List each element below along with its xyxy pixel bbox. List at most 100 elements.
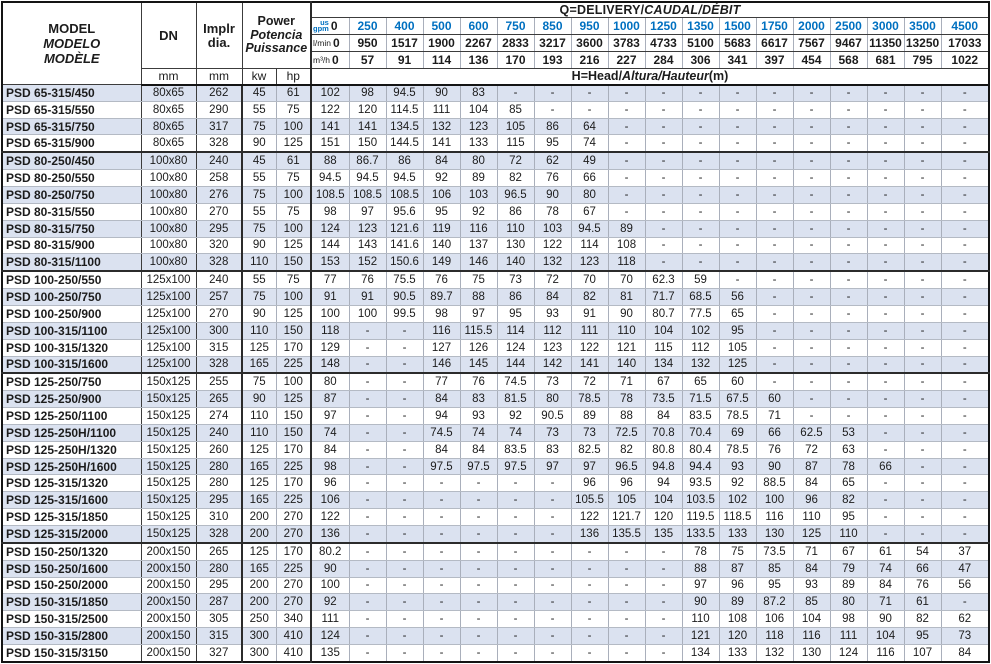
head-value-cell: 130 <box>756 525 794 544</box>
head-value-cell: - <box>941 373 989 392</box>
head-value-cell: 72.5 <box>608 424 646 442</box>
head-value-cell: - <box>719 118 757 136</box>
head-value-cell: 87 <box>719 560 757 578</box>
power-kw-cell: 125 <box>242 542 277 561</box>
head-value-cell: 74 <box>571 134 609 154</box>
m3h-value: 284 <box>644 51 683 69</box>
model-cell: PSD 125-250H/1100 <box>2 424 142 442</box>
head-value-cell: 80 <box>534 390 572 409</box>
head-value-cell: - <box>867 424 905 442</box>
model-cell: PSD 100-250/750 <box>2 288 142 307</box>
impeller-dia-cell: 260 <box>196 441 243 459</box>
head-value-cell: 141 <box>571 356 609 375</box>
head-value-cell: 97 <box>682 577 720 595</box>
power-kw-cell: 110 <box>242 253 277 273</box>
head-value-cell: 90 <box>311 560 350 578</box>
impeller-dia-cell: 287 <box>196 593 243 612</box>
impeller-dia-cell: 320 <box>196 237 243 255</box>
head-value-cell: - <box>349 407 387 425</box>
head-value-cell: - <box>941 491 989 510</box>
head-value-cell: - <box>904 322 942 340</box>
head-value-cell: 65 <box>682 373 720 392</box>
head-value-cell: 71 <box>756 407 794 425</box>
gpm-value: 3500 <box>903 17 942 35</box>
head-value-cell: 108.5 <box>386 186 424 204</box>
head-value-cell: 152 <box>349 253 387 273</box>
head-value-cell: 115.5 <box>460 322 498 340</box>
power-kw-cell: 90 <box>242 390 277 409</box>
power-kw-cell: 110 <box>242 322 277 340</box>
head-value-cell: 96 <box>719 577 757 595</box>
head-value-cell: 148 <box>311 356 350 375</box>
head-value-cell: - <box>423 491 461 510</box>
table-row: PSD 125-250/1100 150x125 274 110 150 97- -94 93… <box>2 407 989 425</box>
m3h-value: 193 <box>533 51 572 69</box>
head-value-cell: 145 <box>460 356 498 375</box>
head-value-cell: 104 <box>460 101 498 119</box>
model-cell: PSD 100-315/1100 <box>2 322 142 340</box>
head-value-cell: 74 <box>497 424 535 442</box>
power-kw-cell: 75 <box>242 118 277 136</box>
head-value-cell: - <box>645 101 683 119</box>
gpm-value: 2500 <box>829 17 868 35</box>
head-value-cell: 67.5 <box>719 390 757 409</box>
dn-cell: 125x100 <box>141 322 197 340</box>
head-value-cell: - <box>460 491 498 510</box>
table-row: PSD 150-315/3150 200x150 327 300 410 135- - - - -… <box>2 644 989 663</box>
dn-cell: 80x65 <box>141 84 197 102</box>
head-value-cell: - <box>423 542 461 561</box>
head-value-cell: 124 <box>830 644 868 663</box>
head-value-cell: 88.5 <box>756 474 794 493</box>
table-row: PSD 150-315/2800 200x150 315 300 410 124- - - - -… <box>2 627 989 645</box>
impeller-dia-cell: 265 <box>196 390 243 409</box>
dn-cell: 150x125 <box>141 441 197 459</box>
power-kw-cell: 165 <box>242 491 277 510</box>
head-value-cell: - <box>386 560 424 578</box>
head-value-cell: 112 <box>682 339 720 357</box>
head-value-cell: 120 <box>349 101 387 119</box>
head-value-cell: 74.5 <box>423 424 461 442</box>
head-value-cell: - <box>608 593 646 612</box>
head-value-cell: 70 <box>608 271 646 290</box>
head-value-cell: - <box>571 84 609 102</box>
head-value-cell: - <box>534 542 572 561</box>
head-value-cell: 66 <box>756 424 794 442</box>
head-value-cell: 97.5 <box>423 458 461 476</box>
head-value-cell: - <box>460 593 498 612</box>
head-value-cell: 93 <box>793 577 831 595</box>
head-value-cell: - <box>349 610 387 628</box>
head-value-cell: - <box>756 356 794 375</box>
head-value-cell: - <box>904 424 942 442</box>
head-value-cell: 78.5 <box>571 390 609 409</box>
head-value-cell: 74 <box>311 424 350 442</box>
power-hp-cell: 170 <box>276 339 312 357</box>
modelo-label: MODELO <box>43 36 101 51</box>
dn-cell: 100x80 <box>141 152 197 171</box>
head-value-cell: 82 <box>497 169 535 188</box>
gpm-value: 950 <box>570 17 609 35</box>
power-kw-cell: 250 <box>242 610 277 628</box>
head-value-cell: - <box>793 305 831 323</box>
model-cell: PSD 125-250H/1320 <box>2 441 142 459</box>
head-value-cell: - <box>756 203 794 221</box>
head-value-cell: - <box>867 508 905 526</box>
dn-cell: 80x65 <box>141 101 197 119</box>
head-value-cell: - <box>386 322 424 340</box>
power-kw-cell: 45 <box>242 152 277 171</box>
head-value-cell: 80 <box>311 373 350 392</box>
head-value-cell: - <box>867 356 905 375</box>
dn-cell: 200x150 <box>141 627 197 645</box>
gpm-value: 1000 <box>607 17 646 35</box>
head-value-cell: - <box>941 322 989 340</box>
head-value-cell: 89 <box>608 220 646 238</box>
head-value-cell: - <box>571 610 609 628</box>
head-value-cell: 87 <box>311 390 350 409</box>
head-value-cell: 125 <box>719 356 757 375</box>
head-value-cell: 98 <box>311 458 350 476</box>
head-value-cell: - <box>645 169 683 188</box>
power-hp-cell: 75 <box>276 203 312 221</box>
table-row: PSD 125-250H/1100 150x125 240 110 150 74- -74.… <box>2 424 989 442</box>
lmin-value: 3217 <box>533 34 572 52</box>
head-value-cell: - <box>645 627 683 645</box>
head-value-cell: 88 <box>311 152 350 171</box>
